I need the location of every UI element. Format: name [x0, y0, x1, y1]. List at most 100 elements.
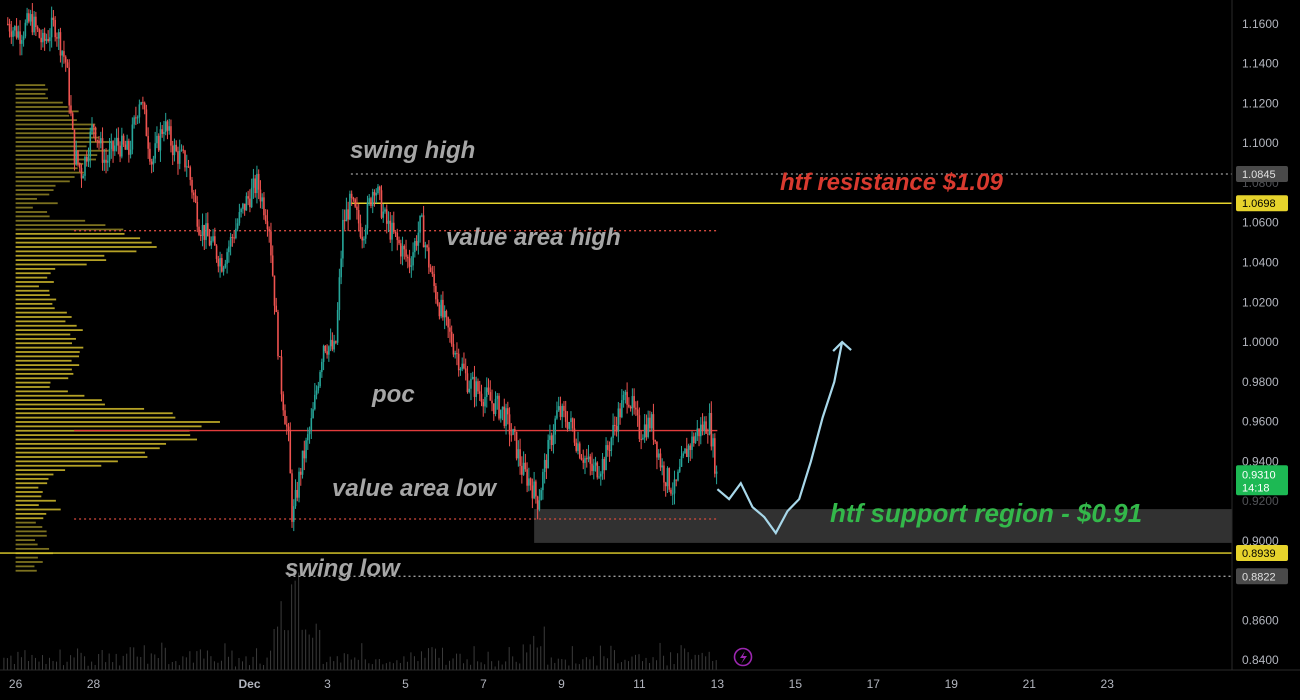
profile-bar — [15, 289, 50, 292]
volume-bar — [649, 663, 651, 670]
candle-body — [608, 449, 611, 451]
volume-bar — [3, 657, 5, 670]
volume-bar — [431, 647, 433, 670]
volume-bar — [371, 664, 373, 670]
volume-bar — [691, 659, 693, 670]
volume-bar — [301, 629, 303, 670]
candle-body — [138, 104, 141, 118]
profile-bar — [15, 176, 75, 178]
profile-bar — [15, 394, 85, 397]
candle-body — [664, 482, 667, 487]
candle-body — [466, 373, 469, 393]
candle-body — [273, 275, 276, 306]
volume-bar — [708, 651, 710, 670]
candle-body — [571, 418, 574, 429]
candle-body — [433, 274, 435, 286]
candle-body — [582, 459, 585, 463]
profile-bar — [15, 464, 102, 467]
candle-body — [392, 222, 395, 232]
profile-bar — [15, 215, 50, 218]
volume-bar — [375, 659, 377, 670]
candle-body — [652, 414, 655, 440]
volume-bar — [582, 659, 584, 670]
candle-body — [154, 143, 156, 159]
candle-body — [17, 31, 20, 38]
candle-body — [140, 102, 142, 105]
candle-body — [350, 193, 353, 199]
lightning-icon[interactable] — [733, 647, 753, 667]
time-tick-label: 15 — [789, 677, 803, 691]
candle-body — [357, 210, 360, 224]
profile-bar — [15, 434, 191, 437]
candle-body — [445, 310, 448, 318]
candle-body — [496, 395, 499, 399]
candle-body — [619, 408, 621, 418]
profile-bar — [15, 88, 48, 91]
price-tag-label: 0.8822 — [1242, 571, 1276, 583]
candle-body — [335, 341, 337, 343]
candle-body — [557, 406, 560, 411]
price-tick-label: 1.1600 — [1242, 17, 1279, 31]
candle-body — [42, 32, 44, 43]
volume-bar — [105, 662, 107, 670]
candle-body — [687, 445, 690, 458]
candle-body — [108, 148, 111, 161]
candle-body — [19, 31, 21, 44]
candle-body — [299, 471, 302, 475]
volume-bar — [308, 634, 310, 670]
price-tick-label: 1.0400 — [1242, 256, 1279, 270]
candle-body — [626, 391, 628, 405]
profile-bar — [15, 491, 43, 493]
profile-bar — [15, 119, 77, 122]
price-axis[interactable]: 1.1600 1.1400 1.1200 1.1000 1.0600 1.0400 1.02… — [1242, 17, 1279, 667]
volume-bar — [529, 644, 531, 670]
candle-body — [645, 424, 648, 437]
volume-bar — [606, 658, 608, 670]
candle-body — [124, 144, 127, 150]
volume-bar — [140, 656, 142, 670]
volume-bar — [34, 657, 36, 670]
candle-body — [182, 149, 185, 151]
volume-bar — [620, 662, 622, 670]
volume-bar — [673, 664, 675, 670]
profile-bar — [15, 92, 46, 95]
candle-body — [463, 363, 465, 369]
candle-body — [638, 415, 641, 439]
profile-bar — [15, 512, 47, 515]
candle-body — [366, 202, 369, 229]
candle-body — [710, 413, 713, 447]
candle-body — [33, 16, 35, 33]
volume-bar — [150, 653, 152, 670]
candle-body — [322, 345, 325, 362]
candle-body — [340, 258, 342, 278]
profile-bar — [15, 403, 105, 406]
time-axis[interactable]: 26 28 Dec 3 5 7 9 11 13 15 17 19 21 23 — [9, 677, 1114, 691]
price-tick-label: 1.1200 — [1242, 96, 1279, 110]
candle-body — [673, 479, 676, 494]
profile-bar — [15, 425, 202, 428]
candle-body — [289, 430, 292, 474]
volume-bar — [420, 651, 422, 670]
volume-bar — [491, 661, 493, 670]
candle-body — [85, 156, 88, 162]
volume-bar — [473, 646, 475, 670]
candle-body — [70, 105, 72, 114]
price-tick-label: 1.1000 — [1242, 136, 1279, 150]
profile-bar — [15, 342, 72, 345]
candle-body — [12, 30, 14, 37]
candle-body — [471, 376, 474, 379]
candle-body — [238, 212, 241, 224]
candle-body — [264, 215, 267, 222]
profile-bar — [15, 189, 54, 192]
profile-bar — [15, 508, 61, 511]
profile-bar — [15, 438, 198, 441]
candle-body — [629, 406, 632, 409]
time-tick-label: 7 — [480, 677, 487, 691]
volume-bar — [484, 664, 486, 670]
candle-body — [231, 237, 234, 239]
volume-bar — [494, 666, 496, 670]
volume-profile — [15, 84, 220, 572]
profile-bar — [15, 320, 66, 323]
volume-bar — [578, 664, 580, 670]
